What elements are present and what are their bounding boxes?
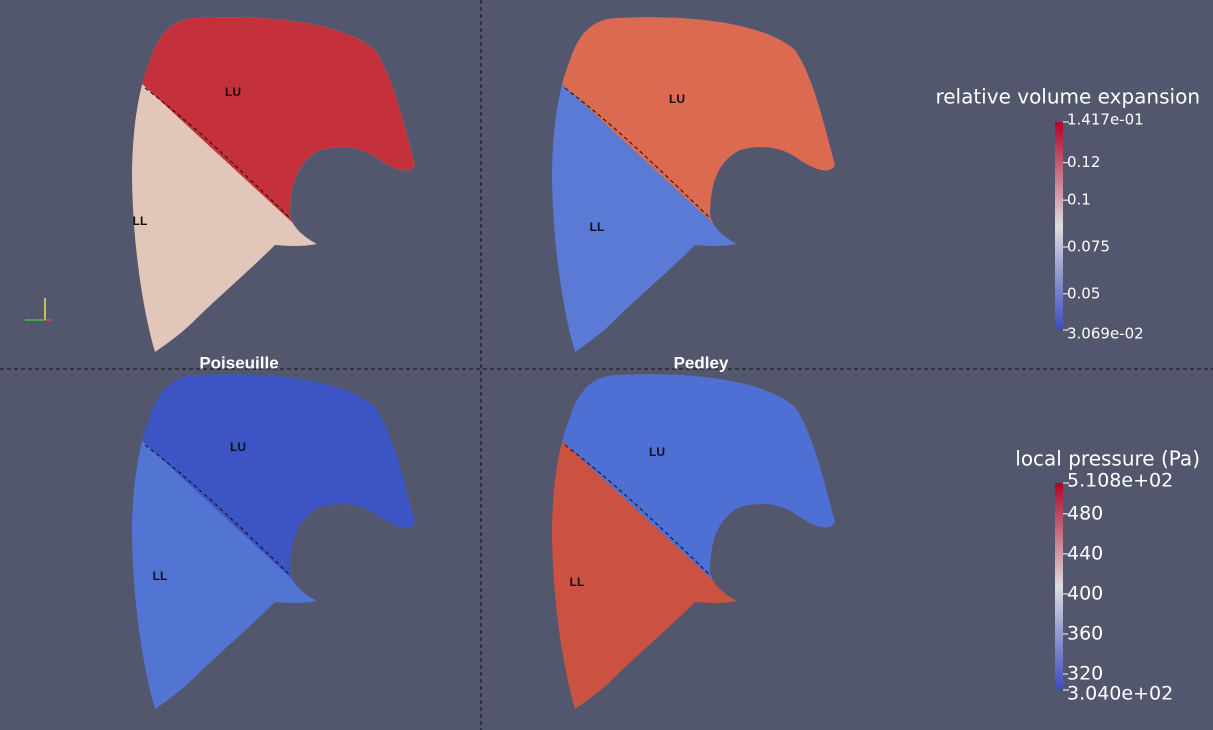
colorbar-tick-label: 0.12	[1067, 153, 1100, 171]
lobe-label: LL	[133, 214, 148, 228]
colorbar-tick-label: 0.1	[1067, 191, 1091, 209]
column-title: Poiseuille	[199, 353, 278, 372]
colorbar-tick-label: 400	[1067, 582, 1103, 604]
lobe-label: LU	[225, 85, 241, 99]
colorbar-end-label: 5.108e+02	[1067, 470, 1173, 492]
colorbar-tick-label: 360	[1067, 622, 1103, 644]
colorbar	[1055, 483, 1063, 690]
colorbar-end-label: 3.040e+02	[1067, 683, 1173, 705]
colorbar-title: relative volume expansion	[935, 85, 1200, 109]
colorbar-tick-label: 0.075	[1067, 237, 1110, 255]
colorbar-tick-label: 320	[1067, 662, 1103, 684]
colorbar-tick-label: 0.05	[1067, 284, 1100, 302]
colorbar-title: local pressure (Pa)	[1015, 447, 1200, 471]
lobe-label: LU	[230, 440, 246, 454]
colorbar	[1055, 122, 1063, 330]
colorbar-end-label: 1.417e-01	[1067, 111, 1144, 129]
lobe-label: LL	[590, 220, 605, 234]
lobe-label: LU	[649, 445, 665, 459]
lobe-label: LU	[669, 92, 685, 106]
colorbar-tick-label: 480	[1067, 502, 1103, 524]
axes-triad	[25, 298, 52, 321]
lobe-label: LL	[153, 569, 168, 583]
colorbar-tick-label: 440	[1067, 542, 1103, 564]
colorbar-end-label: 3.069e-02	[1067, 325, 1144, 343]
lobe-label: LL	[570, 575, 585, 589]
column-title: Pedley	[674, 353, 729, 372]
